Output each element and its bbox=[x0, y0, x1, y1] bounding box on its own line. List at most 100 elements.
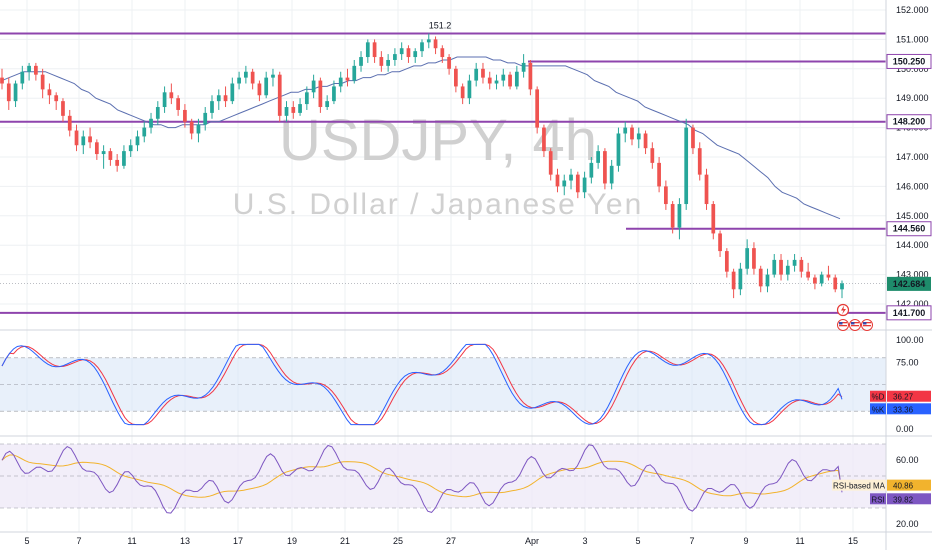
horizontal-levels[interactable]: 151.2 bbox=[0, 21, 886, 314]
candle[interactable] bbox=[454, 65, 458, 93]
candle[interactable] bbox=[813, 274, 817, 290]
candle[interactable] bbox=[386, 54, 390, 72]
candle[interactable] bbox=[352, 59, 357, 84]
candle[interactable] bbox=[135, 130, 140, 152]
candle[interactable] bbox=[420, 39, 424, 58]
candle[interactable] bbox=[426, 33, 431, 49]
candle[interactable] bbox=[548, 148, 553, 181]
candle[interactable] bbox=[196, 118, 201, 143]
candle[interactable] bbox=[284, 101, 289, 122]
candle[interactable] bbox=[745, 239, 750, 275]
candle[interactable] bbox=[731, 268, 736, 299]
candle[interactable] bbox=[304, 86, 309, 110]
candle[interactable] bbox=[271, 68, 275, 87]
candle[interactable] bbox=[833, 274, 838, 293]
candle[interactable] bbox=[481, 62, 485, 84]
candle[interactable] bbox=[670, 201, 675, 234]
candle[interactable] bbox=[711, 201, 716, 240]
candle[interactable] bbox=[176, 95, 180, 116]
rsi-panel[interactable] bbox=[0, 443, 886, 514]
us-flag-icons[interactable] bbox=[837, 319, 873, 331]
candle[interactable] bbox=[609, 159, 614, 190]
candle[interactable] bbox=[183, 104, 187, 128]
candle[interactable] bbox=[88, 127, 92, 149]
candle[interactable] bbox=[447, 54, 451, 75]
candle[interactable] bbox=[575, 171, 580, 199]
candle[interactable] bbox=[6, 77, 11, 110]
candle[interactable] bbox=[785, 259, 790, 281]
candle[interactable] bbox=[393, 48, 397, 66]
candle[interactable] bbox=[474, 62, 479, 87]
candle[interactable] bbox=[210, 95, 214, 119]
candle[interactable] bbox=[636, 127, 641, 149]
candle[interactable] bbox=[589, 157, 594, 184]
event-icons[interactable] bbox=[836, 303, 873, 331]
candle[interactable] bbox=[122, 145, 126, 169]
candle[interactable] bbox=[494, 74, 499, 90]
candle[interactable] bbox=[298, 98, 302, 116]
candle[interactable] bbox=[704, 168, 709, 210]
candle[interactable] bbox=[101, 145, 106, 169]
candle[interactable] bbox=[399, 42, 404, 60]
candle[interactable] bbox=[277, 71, 282, 122]
candle[interactable] bbox=[244, 65, 248, 84]
candle[interactable] bbox=[311, 74, 316, 99]
candle[interactable] bbox=[0, 68, 4, 90]
candle[interactable] bbox=[345, 68, 350, 87]
candle[interactable] bbox=[562, 174, 567, 196]
candle[interactable] bbox=[230, 77, 235, 105]
candle[interactable] bbox=[528, 59, 533, 96]
candle[interactable] bbox=[54, 92, 59, 110]
candle[interactable] bbox=[155, 101, 160, 125]
candle[interactable] bbox=[108, 148, 113, 166]
candle[interactable] bbox=[81, 130, 86, 155]
candle[interactable] bbox=[501, 68, 506, 87]
candle[interactable] bbox=[684, 118, 689, 210]
candle[interactable] bbox=[819, 271, 824, 287]
candle[interactable] bbox=[603, 148, 607, 190]
candle[interactable] bbox=[616, 127, 621, 172]
candle[interactable] bbox=[440, 45, 445, 63]
candle[interactable] bbox=[582, 171, 587, 199]
candle[interactable] bbox=[250, 68, 255, 90]
candle[interactable] bbox=[840, 280, 844, 299]
candle[interactable] bbox=[379, 51, 384, 72]
candle[interactable] bbox=[826, 265, 831, 281]
candle[interactable] bbox=[257, 80, 262, 102]
candle[interactable] bbox=[169, 83, 174, 105]
candle[interactable] bbox=[677, 198, 682, 240]
candlesticks[interactable] bbox=[0, 33, 844, 299]
candle[interactable] bbox=[521, 54, 526, 78]
candle[interactable] bbox=[34, 62, 38, 81]
candle[interactable] bbox=[149, 112, 153, 134]
candle[interactable] bbox=[74, 124, 79, 152]
candle[interactable] bbox=[508, 71, 512, 90]
candle[interactable] bbox=[216, 89, 221, 110]
candle[interactable] bbox=[264, 71, 269, 99]
candle[interactable] bbox=[413, 48, 418, 63]
candle[interactable] bbox=[237, 71, 241, 90]
candle[interactable] bbox=[61, 98, 65, 122]
candle[interactable] bbox=[359, 51, 363, 72]
candle[interactable] bbox=[223, 86, 228, 108]
candle[interactable] bbox=[332, 80, 336, 105]
time-axis[interactable]: 5 7 11 13 17 19 21 25 27 Apr 3 5 7 9 11 15 bbox=[24, 536, 858, 546]
candle[interactable] bbox=[433, 36, 438, 55]
candle[interactable] bbox=[806, 262, 810, 281]
candle[interactable] bbox=[765, 268, 770, 293]
candle[interactable] bbox=[514, 65, 519, 90]
candle[interactable] bbox=[47, 83, 52, 105]
candle[interactable] bbox=[752, 242, 756, 275]
candle[interactable] bbox=[203, 107, 208, 131]
candle[interactable] bbox=[13, 80, 18, 108]
candle[interactable] bbox=[372, 39, 377, 63]
candle[interactable] bbox=[758, 265, 763, 293]
candle[interactable] bbox=[772, 254, 777, 278]
candle[interactable] bbox=[27, 62, 31, 81]
candle[interactable] bbox=[664, 180, 668, 210]
candle[interactable] bbox=[325, 95, 330, 110]
stochastic-panel[interactable] bbox=[0, 343, 886, 426]
candle[interactable] bbox=[650, 142, 655, 169]
candle[interactable] bbox=[799, 256, 804, 278]
